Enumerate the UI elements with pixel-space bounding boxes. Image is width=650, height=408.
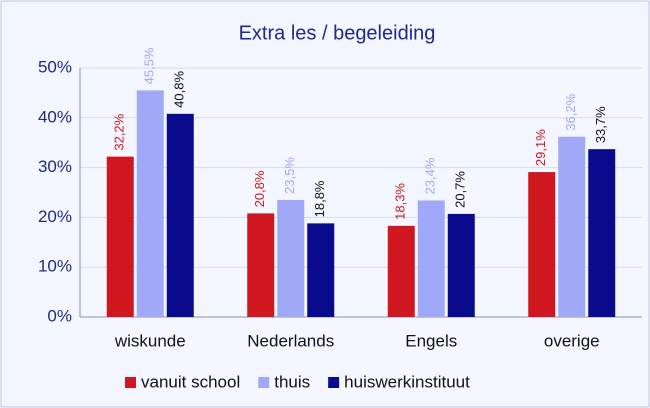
x-tick-label: overige — [544, 331, 600, 350]
bar — [166, 113, 194, 317]
value-label: 20,7% — [453, 171, 468, 208]
bar — [277, 199, 305, 317]
chart-title: Extra les / begeleiding — [239, 22, 436, 44]
bar — [447, 213, 475, 317]
value-label: 23,5% — [282, 157, 297, 194]
bar — [106, 156, 134, 317]
y-tick-label: 30% — [38, 157, 72, 176]
value-label: 18,8% — [312, 180, 327, 217]
legend-label: huiswerkinstituut — [344, 372, 470, 391]
value-label: 33,7% — [593, 106, 608, 143]
legend-swatch — [258, 377, 270, 388]
bar — [528, 172, 556, 317]
value-label: 40,8% — [172, 71, 187, 108]
value-label: 23,4% — [423, 157, 438, 194]
value-label: 29,1% — [533, 129, 548, 166]
x-tick-label: Nederlands — [247, 331, 334, 350]
x-tick-label: Engels — [405, 331, 457, 350]
legend-swatch — [328, 377, 340, 388]
bar — [307, 223, 335, 317]
bar — [558, 136, 586, 317]
legend-label: thuis — [274, 372, 310, 391]
value-label: 45,5% — [142, 47, 157, 84]
bar — [417, 200, 445, 317]
value-label: 32,2% — [112, 113, 127, 150]
y-tick-label: 20% — [38, 207, 72, 226]
y-tick-label: 50% — [38, 57, 72, 76]
x-tick-label: wiskunde — [114, 331, 186, 350]
legend-swatch — [125, 377, 136, 388]
value-label: 20,8% — [252, 170, 267, 207]
value-label: 36,2% — [563, 93, 578, 130]
bar — [247, 213, 275, 317]
value-label: 18,3% — [393, 183, 408, 220]
y-tick-label: 0% — [47, 306, 72, 325]
legend-label: vanuit school — [141, 372, 240, 391]
bar — [136, 90, 164, 317]
bar — [588, 149, 616, 317]
bar — [387, 225, 415, 317]
y-tick-label: 10% — [38, 257, 72, 276]
y-tick-label: 40% — [38, 107, 72, 126]
